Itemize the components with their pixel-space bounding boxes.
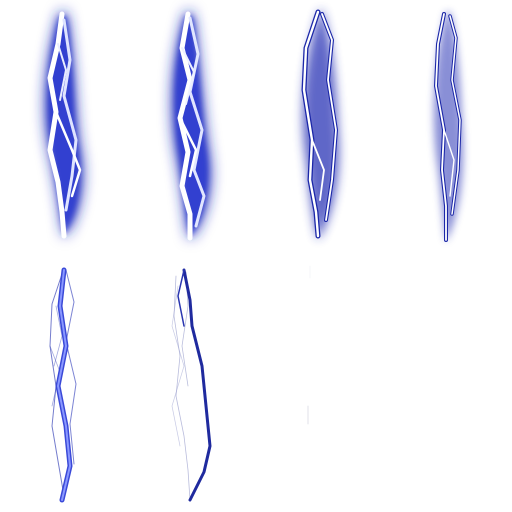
lightning-strand <box>177 268 212 502</box>
lightning-frame-2 <box>128 0 256 256</box>
lightning-core <box>177 11 206 241</box>
lightning-outline <box>49 267 77 497</box>
lightning-core <box>301 9 338 239</box>
lightning-glow <box>45 12 83 238</box>
lightning-frame-1 <box>0 0 128 256</box>
lightning-frame-5 <box>0 256 128 512</box>
lightning-frame-3 <box>256 0 384 256</box>
lightning-frame-4 <box>384 0 512 256</box>
lightning-outline <box>171 271 191 501</box>
lightning-core <box>434 12 462 242</box>
lightning-strand <box>55 267 73 503</box>
lightning-frame-7 <box>256 256 384 512</box>
lightning-glow <box>172 12 211 240</box>
lightning-frame-8 <box>384 256 512 512</box>
lightning-frame-6 <box>128 256 256 512</box>
lightning-residue <box>307 265 311 425</box>
lightning-core <box>47 11 82 239</box>
